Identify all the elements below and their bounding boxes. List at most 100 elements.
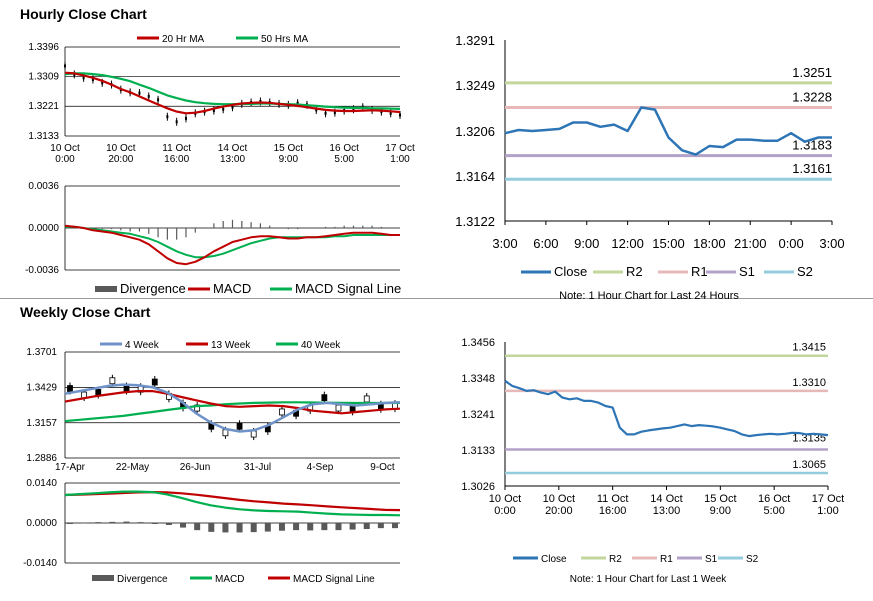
- weekly-divergence-bar: [392, 523, 398, 529]
- legend-weekly-s2: S2: [746, 554, 759, 565]
- weekly-levels-ytick: 1.3133: [461, 445, 495, 457]
- weekly-candle-body: [109, 377, 116, 385]
- weekly-macd-line: [64, 490, 401, 517]
- hourly-levels-ytick: 1.3206: [455, 124, 495, 139]
- hourly-macd-signal-line: [65, 225, 400, 259]
- hourly-price-xtick: 10 Oct 0:00: [50, 143, 80, 165]
- legend-weekly-close: Close: [541, 554, 567, 565]
- hourly-levels-xtick: 21:00: [734, 236, 767, 251]
- weekly-divergence-bar: [349, 523, 356, 530]
- weekly-price-xtick: 9-Oct: [370, 462, 395, 473]
- weekly-levels-xtick: 10 Oct 20:00: [543, 493, 575, 517]
- weekly-divergence-bar: [377, 523, 384, 529]
- legend-20hr-ma: 20 Hr MA: [162, 34, 205, 45]
- weekly-levels-ytick: 1.3348: [461, 373, 495, 385]
- weekly-level-r1-label: 1.3310: [792, 377, 826, 389]
- weekly-price-xtick: 4-Sep: [307, 462, 334, 473]
- weekly-divergence-bar: [194, 523, 201, 531]
- legend-hourly-r1: R1: [691, 264, 708, 279]
- weekly-levels-ytick: 1.3456: [461, 337, 495, 349]
- hourly-levels-xtick: 18:00: [693, 236, 726, 251]
- weekly-divergence-bar: [335, 523, 342, 531]
- legend-4-week: 4 Week: [125, 340, 160, 351]
- hourly-price-xtick: 14 Oct 13:00: [218, 143, 248, 165]
- weekly-price-ytick: 1.2886: [26, 453, 57, 464]
- hourly-candle-body: [324, 111, 327, 115]
- weekly-13week-line: [64, 390, 401, 415]
- hourly-close-line: [504, 106, 832, 156]
- hourly-candle-body: [138, 91, 141, 95]
- hourly-candle-body: [212, 109, 215, 113]
- weekly-level-s1-label: 1.3135: [792, 432, 826, 444]
- weekly-level-s2-label: 1.3065: [792, 459, 826, 471]
- hourly-candle-body: [222, 107, 225, 111]
- weekly-price-ytick: 1.3429: [26, 382, 57, 393]
- legend-hourly-macd-signal: MACD Signal Line: [295, 281, 401, 296]
- legend-weekly-divergence: Divergence: [117, 574, 168, 585]
- weekly-candle-body: [363, 395, 370, 403]
- hourly-candle-body: [296, 101, 299, 105]
- weekly-price-xtick: 17-Apr: [55, 462, 86, 473]
- weekly-macd-ytick: -0.0140: [23, 558, 57, 569]
- hourly-20hr-ma-line: [64, 71, 401, 115]
- hourly-section-title: Hourly Close Chart: [20, 6, 147, 22]
- weekly-divergence-bar: [109, 521, 116, 523]
- hourly-levels-ytick: 1.3164: [455, 169, 495, 184]
- legend-weekly-macd-signal: MACD Signal Line: [293, 574, 375, 585]
- weekly-divergence-bar: [165, 523, 172, 525]
- hourly-levels-xtick: 6:00: [533, 236, 558, 251]
- weekly-macd-signal-line: [64, 491, 401, 512]
- hourly-levels-xtick: 9:00: [574, 236, 599, 251]
- weekly-close-line: [504, 379, 829, 438]
- hourly-candle-body: [101, 81, 104, 85]
- section-divider: [0, 298, 873, 299]
- weekly-divergence-bar: [180, 523, 187, 528]
- legend-weekly-s1: S1: [705, 554, 718, 565]
- hourly-price-xtick: 11 Oct 16:00: [162, 143, 191, 165]
- hourly-candle-body: [231, 105, 234, 109]
- weekly-candle-body: [335, 404, 342, 412]
- weekly-price-xtick: 31-Jul: [244, 462, 271, 473]
- weekly-price-xtick: 26-Jun: [180, 462, 211, 473]
- hourly-levels-ytick: 1.3249: [455, 78, 495, 93]
- legend-13-week: 13 Week: [211, 340, 251, 351]
- weekly-divergence-bar: [363, 523, 370, 529]
- hourly-candle-body: [333, 111, 336, 115]
- hourly-macd-ytick: 0.0036: [28, 181, 59, 192]
- weekly-divergence-bar: [307, 523, 314, 531]
- weekly-levels-note: Note: 1 Hour Chart for Last 1 Week: [570, 574, 728, 585]
- weekly-divergence-bar: [293, 523, 300, 531]
- hourly-macd-ytick: -0.0036: [25, 265, 59, 276]
- hourly-candle-body: [184, 116, 187, 120]
- weekly-divergence-bar: [264, 523, 271, 532]
- weekly-levels-xtick: 11 Oct 16:00: [597, 493, 629, 517]
- weekly-price-ytick: 1.3157: [26, 418, 57, 429]
- weekly-divergence-bar: [151, 523, 158, 524]
- weekly-levels-xtick: 10 Oct 0:00: [489, 493, 521, 517]
- weekly-candle-body: [321, 394, 328, 402]
- hourly-candle-body: [166, 115, 169, 119]
- legend-hourly-s2: S2: [797, 264, 813, 279]
- hourly-levels-xtick: 12:00: [611, 236, 644, 251]
- hourly-candle-body: [352, 107, 355, 111]
- hourly-50hrs-ma-line: [64, 72, 401, 110]
- legend-hourly-macd: MACD: [213, 281, 251, 296]
- weekly-candle-body: [250, 430, 257, 438]
- hourly-price-xtick: 17 Oct 1:00: [385, 143, 415, 165]
- hourly-levels-xtick: 3:00: [492, 236, 517, 251]
- weekly-divergence-bar: [67, 523, 73, 524]
- hourly-price-ytick: 1.3309: [28, 71, 59, 82]
- weekly-divergence-bar: [137, 522, 144, 524]
- weekly-macd-ytick: 0.0140: [26, 478, 57, 489]
- hourly-candle-body: [82, 76, 85, 80]
- hourly-levels-ytick: 1.3122: [455, 214, 495, 229]
- hourly-candle-body: [147, 94, 150, 98]
- weekly-divergence-bar: [123, 521, 130, 523]
- weekly-candle-body: [279, 408, 285, 416]
- legend-50hrs-ma: 50 Hrs MA: [261, 34, 309, 45]
- legend-40-week: 40 Week: [301, 340, 341, 351]
- weekly-candle-body: [236, 422, 243, 430]
- hourly-price-ytick: 1.3396: [28, 42, 59, 53]
- weekly-divergence-bar: [321, 523, 328, 531]
